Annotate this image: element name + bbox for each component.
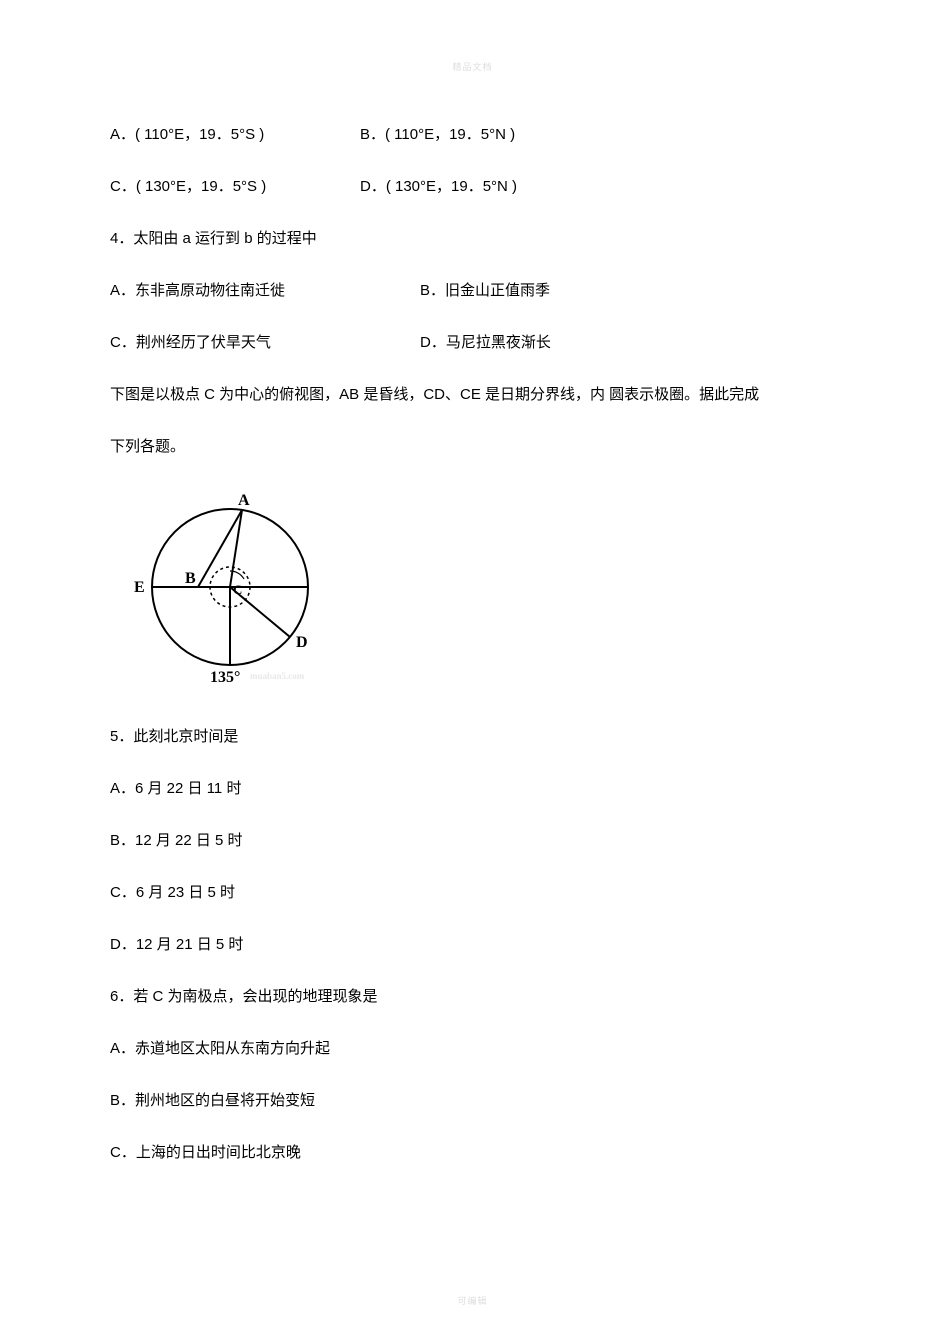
diagram-watermark: muaban5.com — [250, 671, 305, 681]
q4-option-c: C．荆州经历了伏旱天气 — [110, 331, 420, 355]
q5-option-a: A．6 月 22 日 11 时 — [110, 777, 835, 801]
q6-option-c: C．上海的日出时间比北京晚 — [110, 1141, 835, 1165]
header-watermark: 精品文档 — [0, 0, 945, 73]
q4-option-b: B．旧金山正值雨季 — [420, 279, 550, 303]
q4-options-row2: C．荆州经历了伏旱天气 D．马尼拉黑夜渐长 — [110, 331, 835, 355]
q6-stem: 6．若 C 为南极点，会出现的地理现象是 — [110, 985, 835, 1009]
label-c: C — [233, 582, 242, 597]
q6-option-b: B．荆州地区的白昼将开始变短 — [110, 1089, 835, 1113]
q5-option-b: B．12 月 22 日 5 时 — [110, 829, 835, 853]
q4-stem: 4．太阳由 a 运行到 b 的过程中 — [110, 227, 835, 251]
q5-option-c: C．6 月 23 日 5 时 — [110, 881, 835, 905]
passage-line2: 下列各题。 — [110, 435, 835, 459]
label-e: E — [134, 579, 145, 596]
passage-line1: 下图是以极点 C 为中心的俯视图，AB 是昏线，CD、CE 是日期分界线，内 圆… — [110, 383, 835, 407]
option-d: D．( 130°E，19．5°N ) — [360, 175, 517, 199]
polar-diagram: A B C D E 135° muaban5.com — [120, 487, 835, 695]
label-d: D — [296, 634, 308, 651]
q5-stem: 5．此刻北京时间是 — [110, 725, 835, 749]
q4-options-row1: A．东非高原动物往南迁徙 B．旧金山正值雨季 — [110, 279, 835, 303]
option-c: C．( 130°E，19．5°S ) — [110, 175, 360, 199]
label-angle: 135° — [210, 669, 240, 686]
q4-option-d: D．马尼拉黑夜渐长 — [420, 331, 551, 355]
label-b: B — [185, 570, 196, 587]
q6-option-a: A．赤道地区太阳从东南方向升起 — [110, 1037, 835, 1061]
q4-option-a: A．东非高原动物往南迁徙 — [110, 279, 420, 303]
q5-option-d: D．12 月 21 日 5 时 — [110, 933, 835, 957]
page-content: A．( 110°E，19．5°S ) B．( 110°E，19．5°N ) C．… — [0, 73, 945, 1233]
option-b: B．( 110°E，19．5°N ) — [360, 123, 515, 147]
coord-options-row2: C．( 130°E，19．5°S ) D．( 130°E，19．5°N ) — [110, 175, 835, 199]
option-a: A．( 110°E，19．5°S ) — [110, 123, 360, 147]
footer-watermark: 可编辑 — [0, 1294, 945, 1307]
coord-options-row1: A．( 110°E，19．5°S ) B．( 110°E，19．5°N ) — [110, 123, 835, 147]
label-a: A — [238, 492, 250, 509]
